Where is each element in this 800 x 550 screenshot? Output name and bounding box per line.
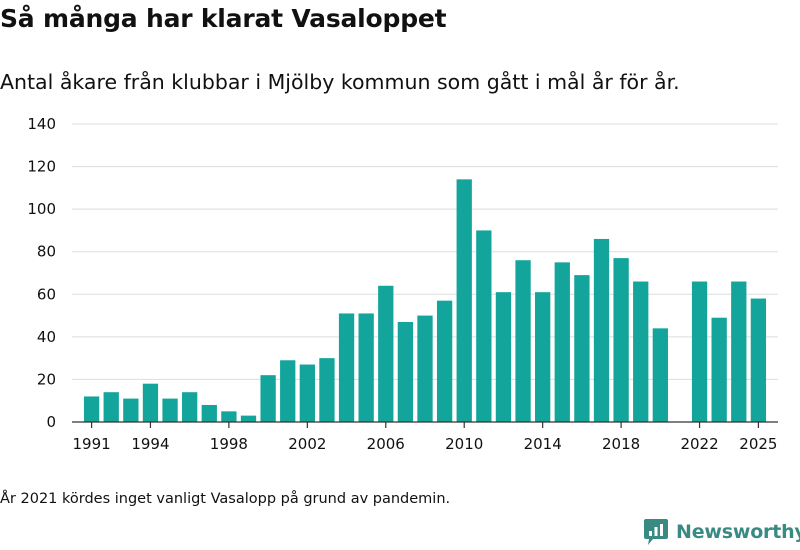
bar-2017 xyxy=(593,238,610,422)
bar-1994 xyxy=(142,383,159,422)
bar-2003 xyxy=(319,358,335,422)
y-tick-label: 140 xyxy=(27,115,56,133)
gridlines xyxy=(72,123,778,380)
bar-2018 xyxy=(613,258,629,422)
x-tick-label: 2006 xyxy=(367,435,405,453)
chart-subtitle: Antal åkare från klubbar i Mjölby kommun… xyxy=(0,70,680,94)
bar-2009 xyxy=(436,300,453,422)
bar-2010 xyxy=(456,179,472,422)
bar-2025 xyxy=(750,298,767,422)
bar-1997 xyxy=(201,404,217,422)
bar-2016 xyxy=(574,275,590,422)
bar-1992 xyxy=(103,392,119,422)
bar-2023 xyxy=(711,317,727,422)
y-tick-label: 40 xyxy=(37,328,56,346)
x-tick-label: 2002 xyxy=(288,435,326,453)
x-tick-label: 2018 xyxy=(602,435,640,453)
x-tick-label: 1994 xyxy=(131,435,169,453)
bar-1993 xyxy=(123,398,139,422)
bar-2011 xyxy=(476,230,492,422)
y-tick-label: 100 xyxy=(27,200,56,218)
bar-2020 xyxy=(652,328,668,422)
bar-2000 xyxy=(260,375,276,422)
x-tick-label: 1991 xyxy=(73,435,111,453)
bar-2002 xyxy=(299,364,315,422)
bar-2005 xyxy=(358,313,374,422)
bar-1996 xyxy=(182,392,198,422)
brand-name: Newsworthy xyxy=(676,521,800,543)
x-tick-label: 2014 xyxy=(524,435,562,453)
bar-2012 xyxy=(495,292,512,422)
bar-2024 xyxy=(731,281,747,422)
x-tick-label: 2010 xyxy=(445,435,483,453)
chart-title: Så många har klarat Vasaloppet xyxy=(0,4,447,33)
bar-1991 xyxy=(83,396,100,422)
bar-chart-logo-icon xyxy=(644,519,668,545)
brand-logo-block: Newsworthy xyxy=(644,519,800,545)
bar-2001 xyxy=(280,360,296,422)
bar-2008 xyxy=(417,315,433,422)
x-tick-label: 2022 xyxy=(680,435,718,453)
bar-2019 xyxy=(633,281,649,422)
bar-1995 xyxy=(162,398,178,422)
footnote: År 2021 kördes inget vanligt Vasalopp på… xyxy=(0,491,451,507)
bar-1998 xyxy=(221,411,237,422)
x-tick-label: 1998 xyxy=(210,435,248,453)
y-tick-label: 80 xyxy=(37,243,56,261)
y-tick-label: 60 xyxy=(37,285,56,303)
bar-2007 xyxy=(397,321,414,422)
x-tick-label: 2025 xyxy=(739,435,777,453)
y-tick-label: 120 xyxy=(27,158,56,176)
y-tick-label: 0 xyxy=(46,413,56,431)
bar-2006 xyxy=(378,285,394,422)
y-tick-label: 20 xyxy=(37,370,56,388)
bar-chart: 0 20 40 60 80 100 120 140 1991 1994 1998 2002 2006 20… xyxy=(27,115,778,453)
bar-1999 xyxy=(240,415,257,422)
axes: 0 20 40 60 80 100 120 140 1991 1994 1998 2002 2006 20… xyxy=(27,115,778,453)
bar-2004 xyxy=(338,313,355,422)
bar-2015 xyxy=(554,262,570,422)
bar-2013 xyxy=(515,260,531,422)
bars xyxy=(83,179,767,422)
bar-2022 xyxy=(691,281,708,422)
bar-2014 xyxy=(535,292,551,422)
